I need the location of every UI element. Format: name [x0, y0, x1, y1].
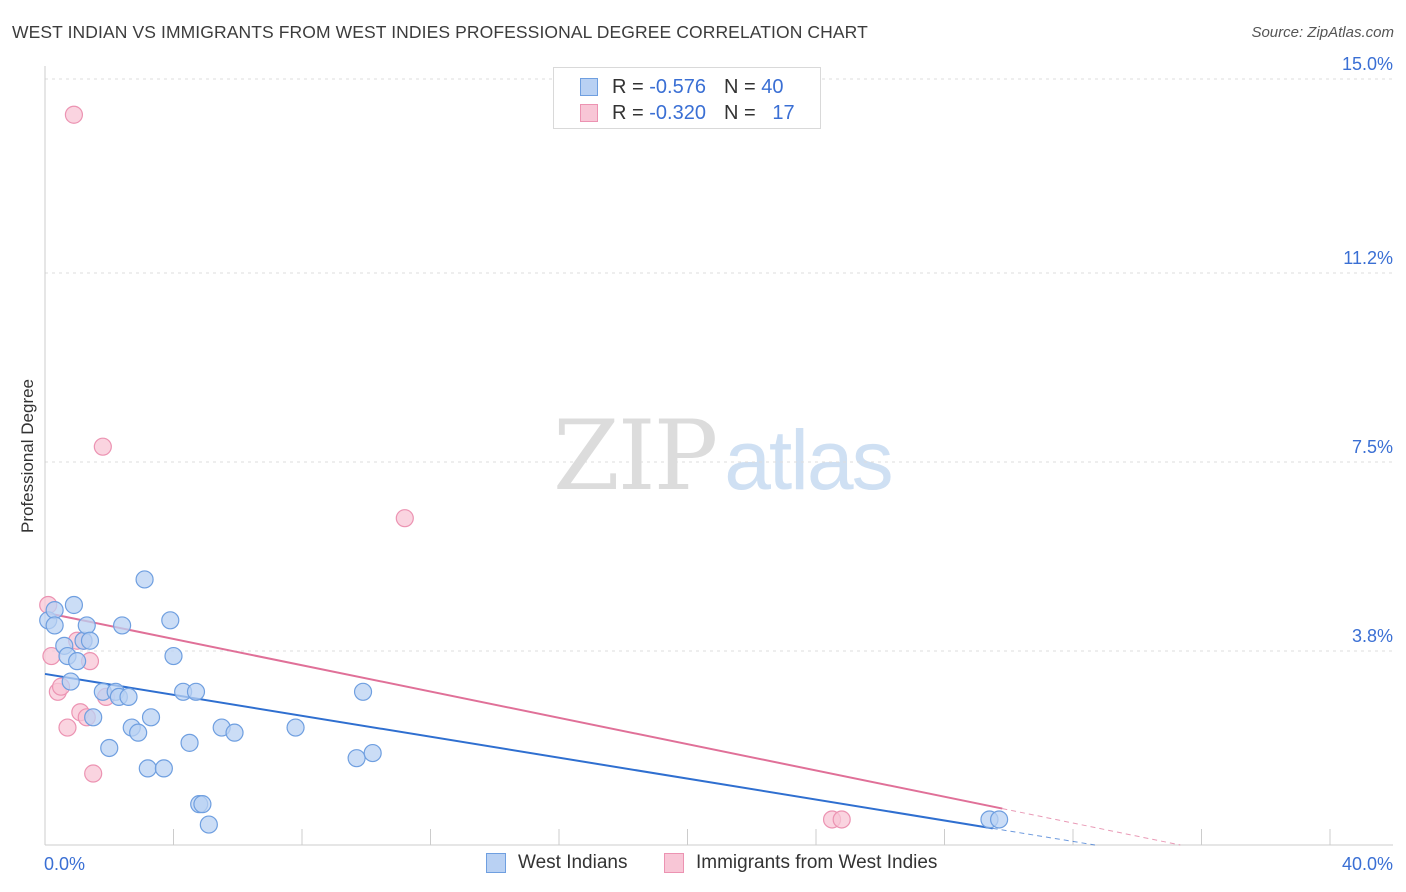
legend-swatch-blue [486, 853, 506, 873]
x-tick-label: 40.0% [1342, 854, 1393, 874]
data-point-blue [61, 672, 80, 691]
data-point-blue [45, 600, 64, 620]
data-point-blue [363, 743, 382, 763]
legend-item-west-indians[interactable]: West Indians [486, 852, 627, 874]
data-point-blue [112, 616, 132, 635]
data-point-blue [161, 611, 180, 630]
data-point-blue [77, 616, 96, 635]
trend-line-pink [44, 611, 1003, 810]
data-point-blue [347, 749, 366, 768]
data-point-blue [119, 687, 138, 707]
x-tick-label: 0.0% [44, 854, 85, 874]
y-tick-label: 15.0% [1342, 54, 1393, 74]
watermark-atlas: atlas [724, 413, 893, 507]
trend-line-extension-pink [1002, 808, 1181, 846]
data-point-blue [80, 631, 100, 650]
y-tick-label: 7.5% [1352, 437, 1393, 457]
data-point-blue [135, 570, 154, 589]
data-point-blue [84, 708, 103, 727]
data-point-blue [64, 595, 84, 615]
data-point-blue [353, 682, 373, 701]
data-point-blue [225, 723, 244, 742]
legend-item-immigrants[interactable]: Immigrants from West Indies [664, 852, 937, 874]
chart-title: WEST INDIAN VS IMMIGRANTS FROM WEST INDI… [12, 22, 868, 42]
data-point-pink [832, 810, 851, 829]
trend-line-blue [44, 672, 993, 830]
legend-r-value: -0.320 [649, 101, 706, 124]
legend-n-label: N = [723, 75, 756, 98]
source-credit: Source: ZipAtlas.com [1251, 24, 1394, 41]
legend-label: West Indians [518, 852, 628, 873]
legend-swatch-pink [664, 853, 684, 873]
data-point-pink [58, 718, 77, 737]
points-layer [39, 105, 1009, 834]
legend-swatch-blue [580, 78, 598, 96]
data-point-blue [138, 759, 157, 778]
legend-row-immigrants: R = -0.320 N = 17 [580, 101, 795, 125]
y-tick-label: 11.2% [1343, 248, 1393, 268]
grid-layer [45, 78, 1393, 652]
trend-layer [44, 611, 1181, 846]
data-point-blue [100, 738, 119, 758]
legend-r-label: R = [612, 75, 644, 98]
data-point-blue [186, 682, 206, 701]
legend-label: Immigrants from West Indies [696, 852, 938, 873]
data-point-blue [286, 718, 305, 737]
data-point-pink [395, 509, 414, 528]
data-point-blue [129, 723, 148, 742]
data-point-blue [199, 815, 218, 834]
legend-n-value: 17 [772, 101, 795, 124]
data-point-pink [93, 437, 112, 456]
legend-r-value: -0.576 [649, 75, 706, 98]
data-point-blue [164, 646, 183, 666]
tick-label-layer: 3.8% 7.5% 11.2% 15.0% 0.0% 40.0% [44, 54, 1393, 874]
legend-n-label: N = [723, 101, 756, 124]
watermark: ZIPatlas [553, 400, 894, 512]
data-point-pink [84, 764, 103, 783]
correlation-legend: R = -0.576 N = 40 R = -0.320 N = 17 [553, 67, 821, 129]
data-point-blue [990, 810, 1009, 829]
series-legend: West Indians Immigrants from West Indies [0, 852, 1406, 878]
data-point-pink [64, 105, 84, 124]
data-point-blue [141, 708, 161, 727]
watermark-zip: ZIP [553, 400, 718, 512]
y-tick-label: 3.8% [1352, 626, 1393, 646]
legend-row-west-indians: R = -0.576 N = 40 [580, 75, 783, 99]
legend-swatch-pink [580, 104, 598, 122]
trend-line-extension-blue [992, 827, 1096, 846]
axis-layer [44, 66, 1393, 846]
data-point-blue [45, 616, 64, 635]
data-point-blue [154, 759, 173, 778]
legend-r-label: R = [612, 101, 644, 124]
data-point-blue [180, 733, 199, 752]
data-point-blue [68, 652, 87, 671]
legend-n-value: 40 [761, 75, 784, 98]
data-point-blue [193, 795, 212, 814]
